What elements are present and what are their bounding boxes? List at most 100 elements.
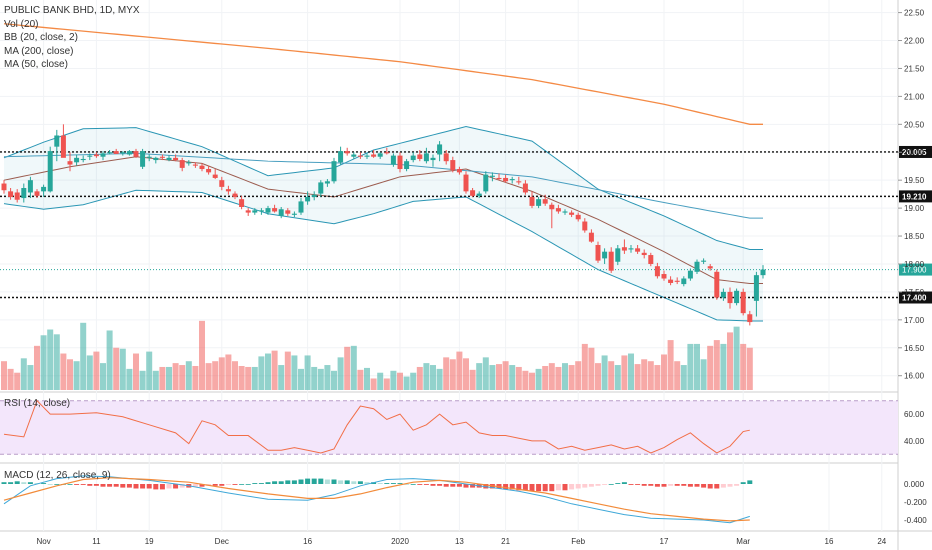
candle-body: [707, 266, 713, 269]
volume-bar: [100, 363, 106, 390]
macd-histogram-bar: [701, 484, 707, 488]
macd-histogram-bar: [727, 484, 733, 487]
volume-bar: [370, 378, 377, 390]
macd-histogram-bar: [324, 479, 330, 484]
candle-body: [470, 190, 476, 196]
time-tick-label: 16: [825, 537, 834, 546]
volume-bar: [482, 357, 489, 390]
volume-bar: [555, 366, 562, 390]
legend-volume[interactable]: Vol (20): [4, 18, 39, 30]
volume-bar: [383, 378, 390, 390]
candle-body: [107, 152, 113, 154]
volume-bar: [27, 365, 34, 390]
macd-histogram-bar: [463, 484, 469, 488]
volume-bar: [93, 351, 100, 390]
candle-body: [291, 213, 297, 215]
macd-histogram-bar: [542, 484, 548, 492]
volume-bar: [680, 365, 687, 390]
volume-bar: [40, 335, 47, 390]
volume-bar: [746, 347, 753, 390]
volume-bar: [1, 361, 7, 390]
time-tick-label: Feb: [571, 537, 585, 546]
volume-bar: [106, 330, 113, 390]
macd-label[interactable]: MACD (12, 26, close, 9): [4, 470, 111, 481]
volume-bar: [126, 368, 133, 390]
candle-body: [212, 174, 218, 178]
volume-bar: [251, 366, 258, 390]
candle-body: [351, 154, 357, 157]
candle-body: [206, 169, 212, 173]
candle-body: [674, 280, 680, 282]
candle-body: [555, 208, 561, 212]
candle-body: [529, 196, 535, 206]
legend-ma200[interactable]: MA (200, close): [4, 45, 74, 57]
macd-histogram-bar: [430, 484, 436, 486]
macd-histogram-bar: [588, 484, 594, 487]
candle-body: [272, 208, 278, 212]
volume-bar: [595, 363, 601, 390]
volume-bar: [284, 351, 291, 390]
macd-histogram-bar: [668, 484, 674, 486]
volume-bar: [205, 363, 212, 390]
macd-histogram-bar: [153, 484, 159, 490]
macd-histogram-bar: [417, 484, 423, 485]
candle-body: [628, 248, 634, 250]
legend-ma50[interactable]: MA (50, close): [4, 59, 68, 70]
volume-bar: [258, 356, 265, 390]
candle-body: [27, 180, 33, 193]
candle-body: [404, 161, 410, 170]
time-tick-label: 2020: [391, 537, 409, 546]
ma200-line: [3, 23, 763, 125]
price-tick-label: 22.00: [904, 37, 925, 46]
candle-body: [232, 193, 238, 197]
macd-histogram-bar: [298, 479, 304, 484]
candle-body: [80, 158, 86, 161]
volume-bar: [403, 376, 410, 390]
volume-bar: [133, 353, 139, 390]
volume-bar: [469, 369, 476, 390]
time-tick-label: Mar: [736, 537, 750, 546]
volume-bar: [238, 366, 245, 390]
candle-body: [582, 221, 588, 231]
rsi-label[interactable]: RSI (14, close): [4, 398, 71, 409]
candle-body: [410, 155, 416, 161]
time-tick-label: 13: [455, 537, 464, 546]
volume-bar: [661, 354, 667, 390]
volume-bar: [232, 361, 238, 390]
volume-bar: [119, 348, 126, 390]
candle-body: [173, 157, 179, 161]
macd-histogram-bar: [410, 484, 416, 485]
macd-histogram-bar: [529, 484, 535, 492]
volume-bar: [291, 355, 298, 390]
macd-histogram-bar: [74, 484, 80, 485]
candle-body: [186, 162, 192, 164]
volume-bar: [20, 358, 27, 390]
chart-legend: PUBLIC BANK BHD, 1D, MYX Vol (20) BB (20…: [4, 4, 140, 72]
volume-bar: [7, 368, 14, 390]
macd-tick-label: -0.200: [904, 498, 927, 507]
candle-body: [720, 291, 726, 298]
legend-bollinger[interactable]: BB (20, close, 2): [4, 32, 78, 43]
volume-bar: [73, 361, 80, 390]
volume-bar: [271, 350, 278, 390]
volume-bar: [377, 372, 384, 390]
macd-histogram-bar: [707, 484, 713, 489]
candle-body: [681, 278, 687, 285]
candle-body: [423, 153, 429, 162]
macd-histogram-bar: [569, 484, 575, 490]
volume-bar: [53, 334, 60, 390]
candle-body: [140, 151, 146, 167]
candle-body: [146, 156, 152, 158]
volume-bar: [139, 370, 146, 390]
macd-histogram-bar: [311, 478, 317, 484]
volume-bar: [608, 361, 615, 390]
macd-histogram-bar: [747, 480, 753, 484]
symbol-title: PUBLIC BANK BHD, 1D, MYX: [4, 5, 140, 16]
candle-body: [265, 208, 271, 213]
macd-histogram-bar: [681, 484, 687, 486]
macd-line: [3, 475, 750, 524]
volume-bar: [159, 366, 166, 390]
volume-bar: [225, 354, 232, 390]
candle-body: [298, 201, 304, 213]
